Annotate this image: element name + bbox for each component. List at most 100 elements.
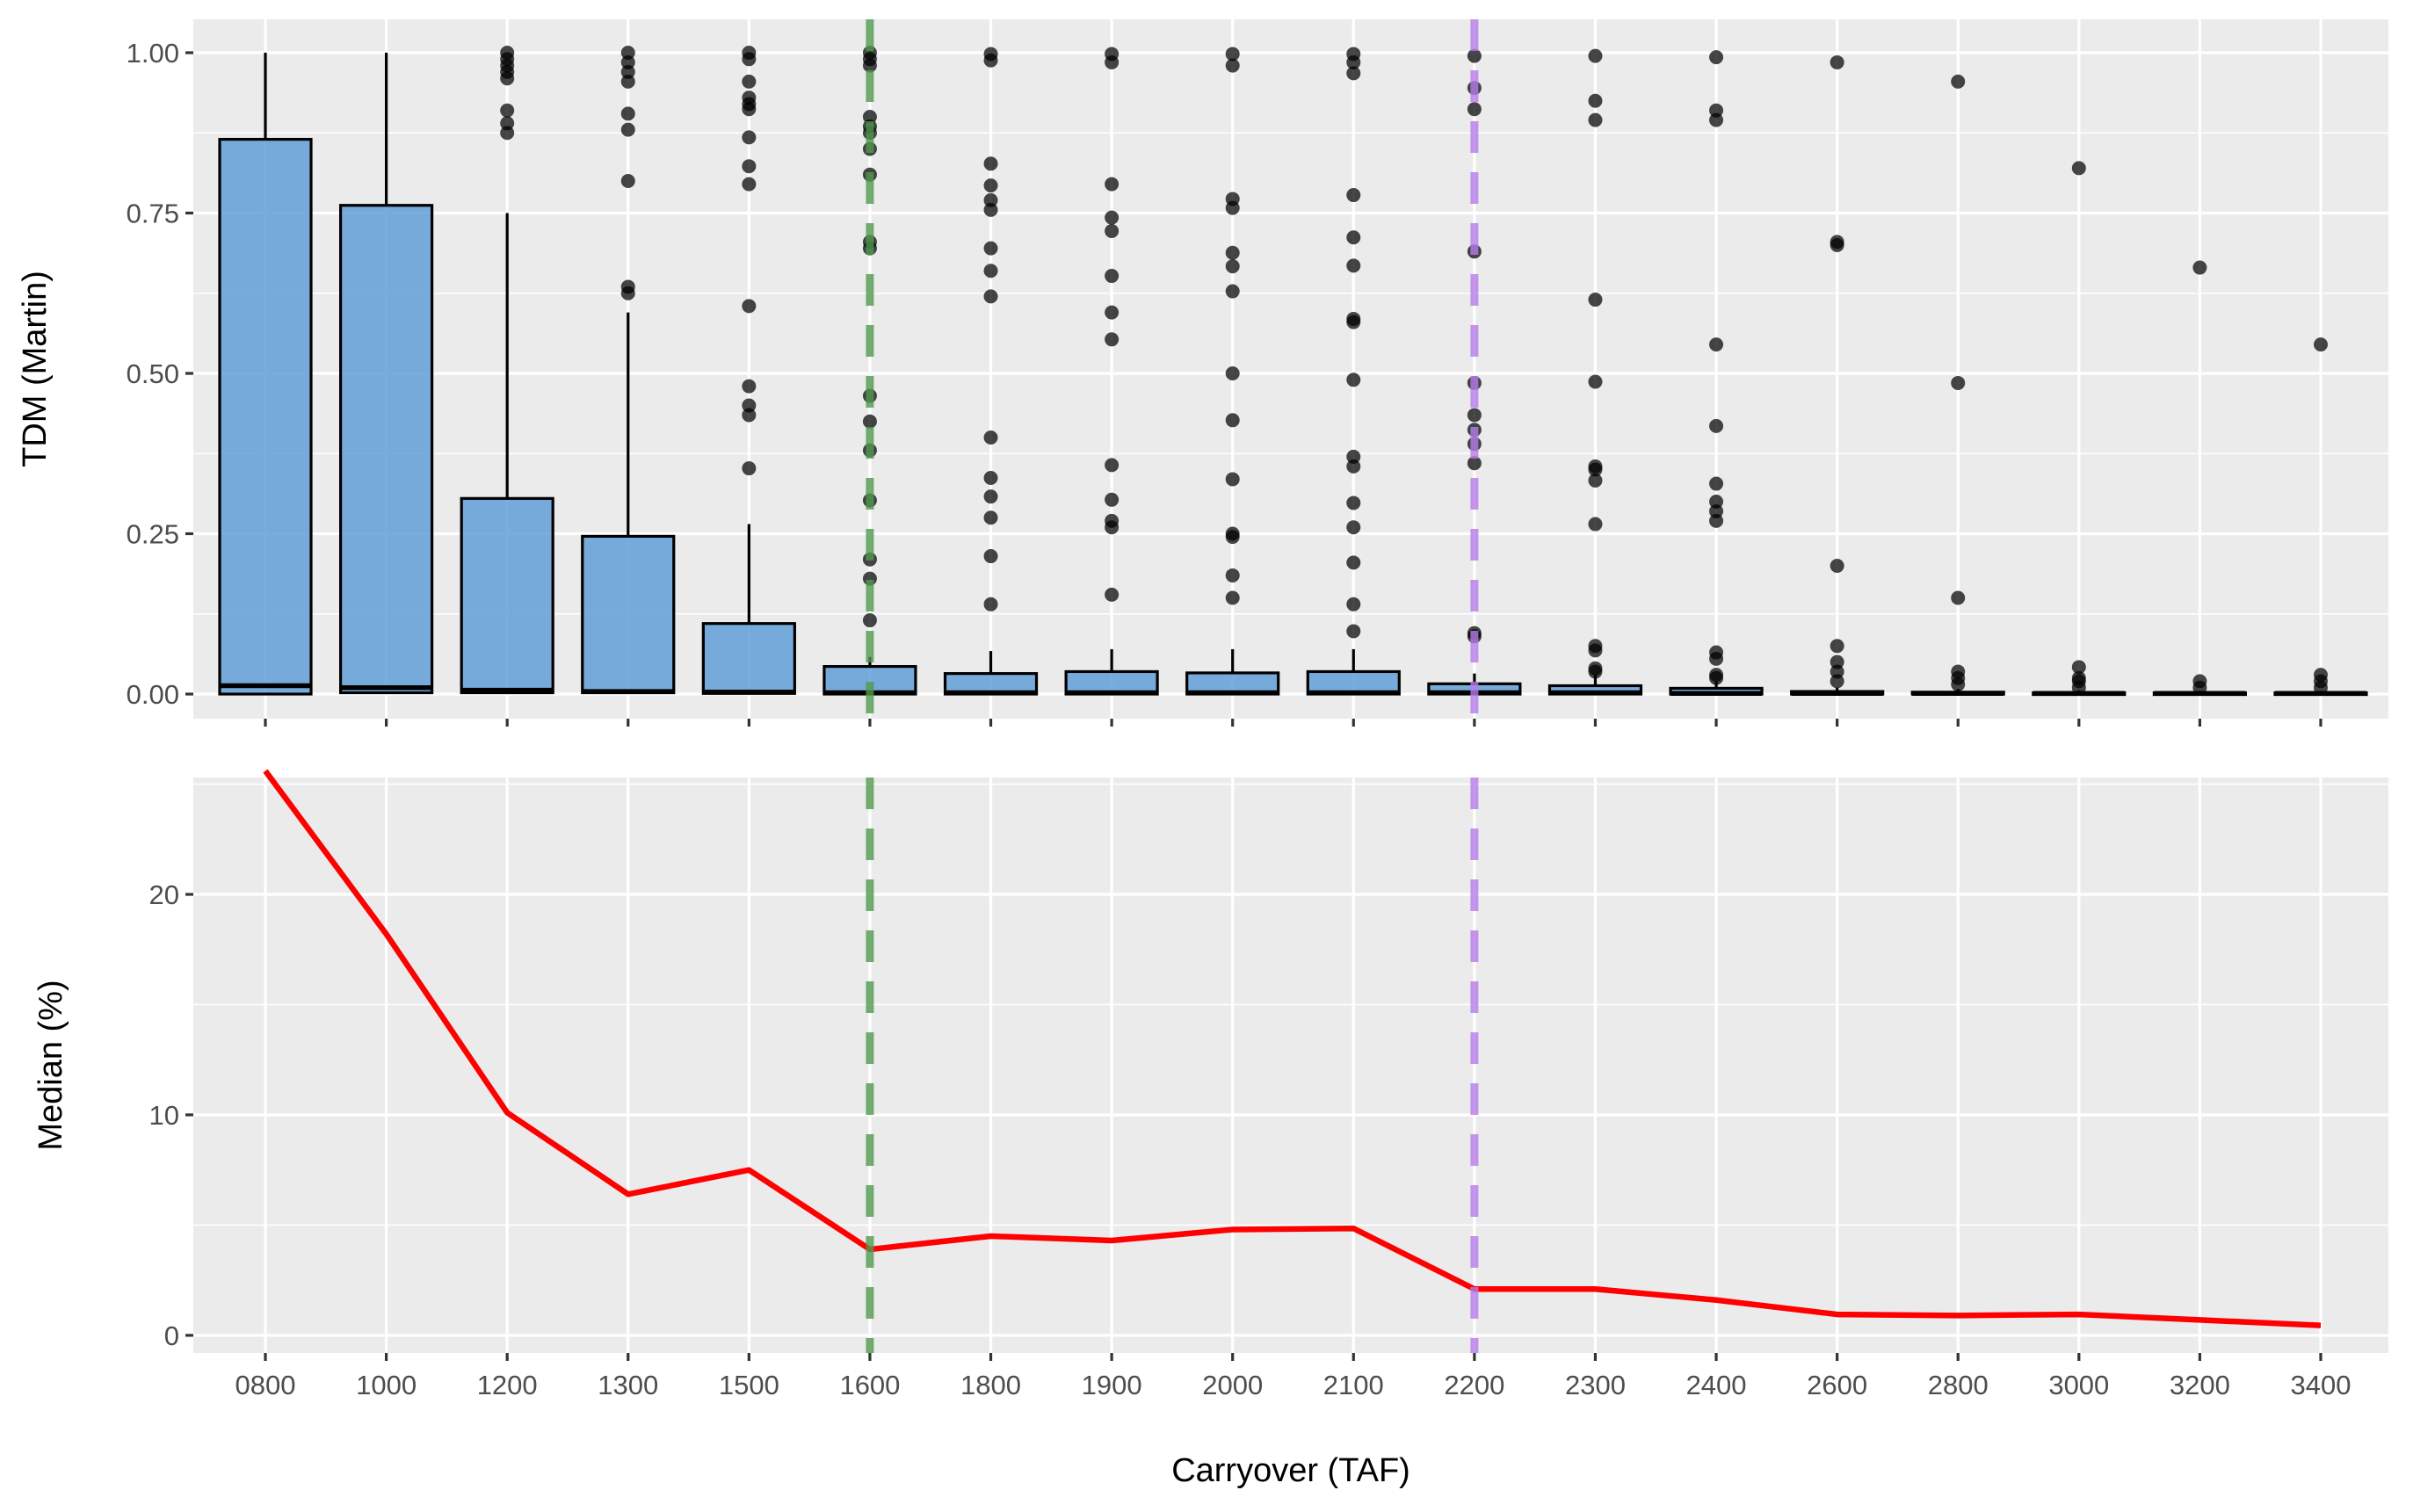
reference-lines [866, 19, 1479, 1353]
outlier-point [1467, 102, 1482, 117]
outlier-point [1105, 458, 1120, 473]
outlier-point [983, 549, 998, 564]
outlier-point [742, 90, 757, 105]
outlier-point [1105, 587, 1120, 602]
outlier-point [742, 159, 757, 174]
outlier-point [1105, 47, 1120, 61]
outlier-point [983, 47, 998, 61]
bottom-y-tick-label: 20 [149, 879, 179, 910]
outlier-point [1467, 48, 1482, 63]
outlier-point [1346, 520, 1361, 535]
outlier-point [1346, 311, 1361, 326]
x-tick-label: 2800 [1928, 1370, 1989, 1400]
outlier-point [2192, 260, 2207, 275]
box-2000 [1185, 47, 1280, 696]
outlier-point [983, 510, 998, 525]
box-2100 [1306, 47, 1401, 696]
outlier-point [1830, 54, 1844, 69]
x-tick-label: 3400 [2291, 1370, 2351, 1400]
outlier-point [1105, 492, 1120, 507]
outlier-point [1830, 674, 1844, 689]
outlier-point [1709, 495, 1724, 509]
outlier-point [1588, 48, 1603, 63]
box-1300 [581, 46, 676, 695]
outlier-point [983, 597, 998, 611]
outlier-point [1467, 408, 1482, 423]
outlier-point [1346, 47, 1361, 61]
outlier-point [983, 156, 998, 171]
outlier-point [742, 74, 757, 89]
box-2800 [1910, 74, 2005, 697]
outlier-point [862, 110, 877, 124]
outlier-point [1588, 112, 1603, 127]
box-0800 [218, 53, 313, 696]
outlier-point [1709, 668, 1724, 683]
x-tick-label: 2100 [1323, 1370, 1384, 1400]
outlier-point [620, 46, 635, 60]
outlier-point [1225, 526, 1240, 541]
outlier-point [1588, 639, 1603, 654]
outlier-point [1830, 664, 1844, 679]
box-2600 [1790, 54, 1885, 697]
outlier-point [983, 289, 998, 304]
outlier-point [1346, 449, 1361, 464]
outlier-point [1225, 58, 1240, 73]
outlier-point [1588, 517, 1603, 532]
outlier-point [620, 54, 635, 69]
outlier-point [500, 116, 515, 131]
outlier-point [1225, 472, 1240, 487]
outlier-point [983, 264, 998, 279]
outlier-point [1467, 456, 1482, 471]
x-tick-label: 2300 [1565, 1370, 1626, 1400]
outlier-point [1951, 74, 1966, 89]
outlier-point [1951, 590, 1966, 605]
outlier-point [1709, 476, 1724, 491]
box-3200 [2152, 260, 2248, 697]
top-y-axis-title: TDM (Martin) [17, 271, 54, 467]
outlier-point [1830, 235, 1844, 250]
outlier-point [1588, 293, 1603, 307]
outlier-point [1225, 568, 1240, 582]
outlier-point [1830, 655, 1844, 669]
x-tick-label: 2200 [1444, 1370, 1504, 1400]
outlier-point [1105, 513, 1120, 528]
top-panel [193, 19, 2388, 719]
outlier-point [2314, 668, 2328, 683]
outlier-point [742, 408, 757, 423]
outlier-point [1225, 413, 1240, 428]
outlier-point [742, 177, 757, 192]
outlier-point [1105, 332, 1120, 347]
top-y-tick-label: 0.00 [127, 679, 179, 710]
box-1500 [701, 46, 796, 695]
box-2400 [1669, 50, 1764, 697]
x-tick-label: 1500 [719, 1370, 779, 1400]
outlier-point [983, 470, 998, 485]
outlier-point [500, 46, 515, 60]
outlier-point [1709, 645, 1724, 660]
outlier-point [1709, 503, 1724, 518]
outlier-point [1346, 230, 1361, 245]
outlier-point [983, 192, 998, 207]
box-2300 [1547, 48, 1643, 696]
outlier-point [1105, 305, 1120, 320]
outlier-point [1709, 103, 1724, 118]
outlier-point [1346, 597, 1361, 611]
axes: 0.00 0.25 0.50 0.75 1.00 TDM (Martin) 0 10 20 080… [17, 38, 2351, 1489]
outlier-point [1709, 513, 1724, 528]
outlier-point [1830, 639, 1844, 654]
x-tick-label: 1000 [356, 1370, 417, 1400]
outlier-point [1346, 188, 1361, 203]
outlier-point [1588, 459, 1603, 474]
outlier-point [1709, 112, 1724, 127]
box-1200 [460, 46, 554, 695]
x-tick-label: 3000 [2048, 1370, 2109, 1400]
outlier-point [1346, 459, 1361, 474]
bottom-panel-background [193, 778, 2388, 1353]
x-tick-label: 0800 [236, 1370, 296, 1400]
top-panel-background [193, 19, 2388, 719]
box-body [1064, 669, 1159, 696]
outlier-point [742, 398, 757, 413]
box-body [460, 496, 554, 695]
box-3400 [2273, 337, 2368, 697]
